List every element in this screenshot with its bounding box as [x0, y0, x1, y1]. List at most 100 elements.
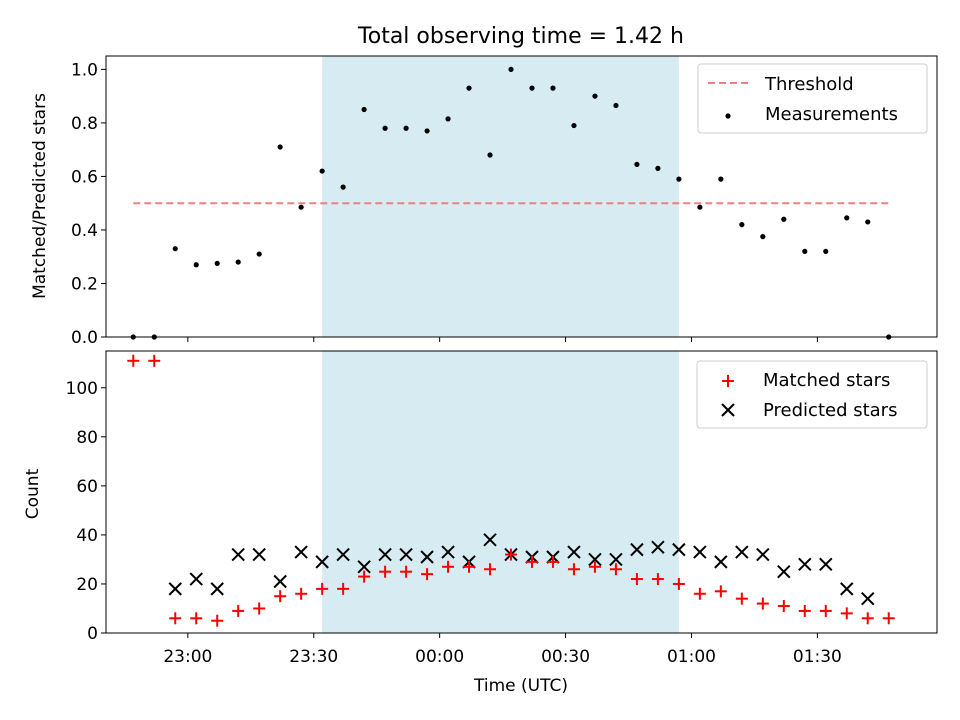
matched-star-point	[484, 563, 497, 576]
y-tick-label: 0.0	[71, 328, 98, 348]
matched-star-point	[379, 565, 392, 578]
y-tick-label: 0	[87, 624, 98, 644]
measurement-point	[445, 116, 451, 122]
measurement-point	[655, 165, 661, 171]
matched-star-point	[148, 354, 161, 367]
measurement-point	[592, 93, 598, 99]
x-tick-label: 01:30	[793, 647, 842, 667]
predicted-star-point	[651, 540, 665, 554]
measurement-point	[781, 216, 787, 222]
top-points-layer	[130, 66, 892, 340]
predicted-star-point	[756, 547, 770, 562]
predicted-star-point	[210, 582, 224, 596]
predicted-star-point	[777, 564, 791, 579]
bottom-panel: 0 20 40 60 80 100 23:00 23:30 00:00 00:30 01:00 01…	[23, 350, 938, 696]
predicted-star-point	[609, 552, 623, 567]
measurement-point	[508, 66, 514, 72]
predicted-star-point	[399, 547, 413, 562]
measurement-point	[235, 259, 241, 265]
matched-star-point	[169, 612, 182, 625]
y-tick-label: 0.6	[71, 167, 98, 187]
matched-star-point	[400, 565, 413, 578]
predicted-star-point	[819, 557, 833, 572]
measurement-point	[487, 152, 493, 158]
matched-star-point	[693, 587, 706, 600]
predicted-star-point	[630, 542, 644, 557]
matched-star-point	[567, 563, 580, 576]
measurement-point	[739, 222, 745, 228]
matched-star-point	[777, 600, 790, 613]
predicted-star-point	[714, 555, 728, 569]
legend-measurements-swatch	[725, 113, 731, 119]
y-tick-label: 80	[76, 428, 98, 448]
bottom-points-layer	[127, 354, 895, 627]
bottom-legend-frame	[696, 360, 928, 429]
measurement-point	[571, 122, 577, 129]
matched-star-point	[735, 592, 748, 605]
measurement-point	[193, 262, 199, 268]
measurement-point	[277, 144, 283, 150]
matched-star-point	[588, 560, 601, 573]
measurement-point	[718, 176, 724, 182]
predicted-star-point	[588, 552, 602, 567]
predicted-star-point	[189, 572, 203, 586]
x-tick-label: 23:30	[289, 647, 338, 667]
predicted-star-point	[693, 545, 707, 559]
measurement-point	[172, 246, 178, 252]
measurement-point	[529, 85, 535, 91]
matched-star-point	[798, 604, 811, 617]
bottom-y-ticks: 0 20 40 60 80 100	[66, 379, 106, 644]
measurement-point	[823, 248, 829, 254]
legend-matched-swatch	[722, 375, 734, 387]
y-tick-label: 60	[76, 477, 98, 497]
measurement-point	[760, 234, 766, 240]
measurement-point	[634, 161, 640, 167]
y-tick-label: 40	[76, 526, 98, 546]
matched-star-point	[232, 604, 245, 617]
measurement-point	[550, 85, 556, 91]
matched-star-point	[421, 568, 434, 581]
top-x-ticks	[187, 337, 818, 342]
top-chart-title: Total observing time = 1.42 h	[357, 24, 684, 49]
matched-star-point	[861, 612, 874, 625]
measurement-point	[676, 176, 682, 182]
top-highlight-span	[322, 56, 679, 337]
matched-star-point	[819, 604, 832, 617]
measurement-point	[466, 85, 472, 91]
measurement-point	[214, 260, 220, 267]
matched-star-point	[316, 582, 329, 595]
y-tick-label: 100	[66, 379, 98, 399]
matched-star-point	[442, 560, 455, 573]
predicted-star-point	[861, 591, 875, 606]
predicted-star-point	[378, 547, 392, 562]
predicted-star-point	[840, 582, 854, 596]
x-tick-label: 00:30	[541, 647, 590, 667]
predicted-star-point	[231, 547, 245, 562]
y-tick-label: 0.8	[71, 114, 98, 134]
predicted-star-point	[357, 560, 371, 574]
predicted-star-point	[483, 533, 497, 547]
bottom-y-axis-label: Count	[23, 468, 43, 519]
predicted-star-point	[798, 557, 812, 572]
measurement-point	[298, 204, 304, 210]
top-legend: Threshold Measurements	[697, 63, 928, 134]
matched-star-point	[609, 563, 622, 576]
matched-star-point	[505, 548, 518, 561]
predicted-star-point	[252, 547, 266, 562]
measurement-point	[403, 125, 409, 131]
matched-star-point	[882, 612, 895, 625]
measurement-point	[844, 215, 850, 221]
predicted-star-point	[672, 542, 686, 557]
top-legend-frame	[697, 63, 928, 134]
top-panel: 0.0 0.2 0.4 0.6 0.8 1.0 Total observing time …	[30, 24, 938, 348]
measurement-point	[697, 204, 703, 210]
predicted-star-point	[420, 550, 434, 564]
predicted-star-point	[168, 582, 182, 596]
bottom-x-ticks: 23:00 23:30 00:00 00:30 01:00 01:30	[163, 633, 842, 667]
legend-matched-label: Matched stars	[763, 370, 890, 391]
legend-threshold-label: Threshold	[764, 74, 854, 95]
measurement-point	[424, 128, 430, 134]
top-y-axis-label: Matched/Predicted stars	[30, 93, 50, 299]
x-tick-label: 01:00	[667, 647, 716, 667]
